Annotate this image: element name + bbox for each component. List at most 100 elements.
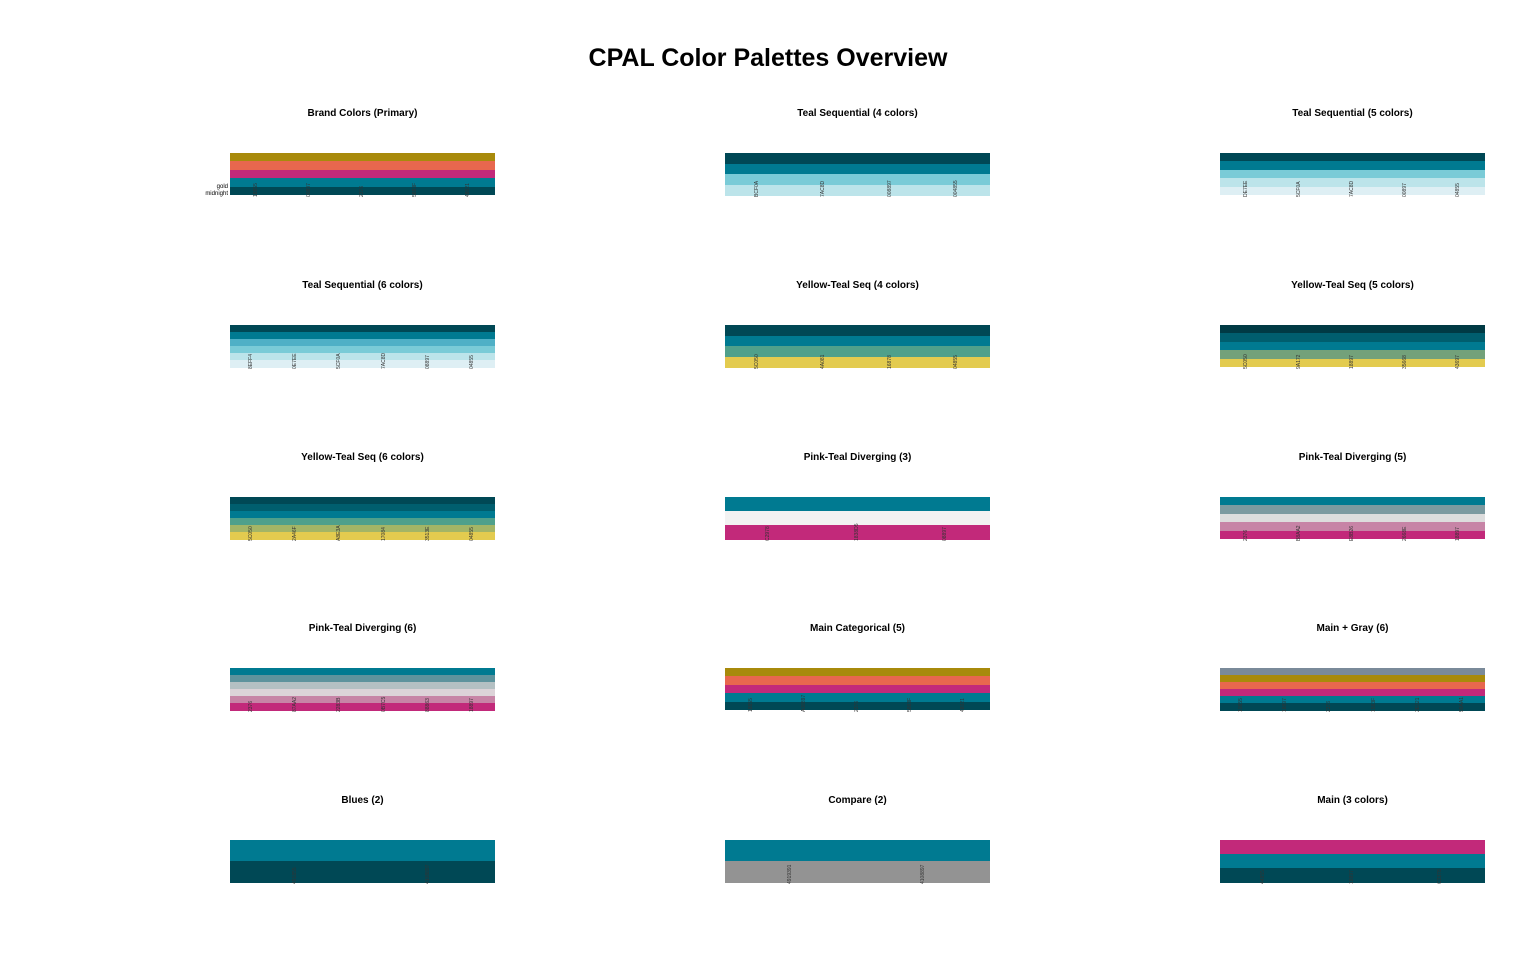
hex-label: 44855	[1260, 870, 1267, 884]
color-stripe	[1220, 153, 1485, 162]
color-stripe	[725, 693, 990, 703]
color-stripe	[1220, 358, 1485, 368]
color-stripe	[230, 353, 495, 361]
color-stripe	[725, 525, 990, 540]
color-stripe	[230, 153, 495, 162]
hex-label: 18897	[1454, 527, 1461, 541]
hex-label: 48021	[959, 698, 966, 712]
palette-swatch: DE7EE 5CF0A 7AC8D 00897 04855	[1220, 153, 1485, 197]
palette-swatch: 2376 B8AA2 E8B26 2668E 18897	[1220, 497, 1485, 541]
hex-label: A8E3A	[336, 525, 343, 541]
hex-label: 5883F	[906, 697, 913, 712]
color-stripe	[1220, 522, 1485, 532]
palette-title: Main (3 colors)	[1317, 795, 1388, 806]
color-stripe	[230, 497, 495, 505]
hex-label: 008897	[886, 180, 893, 197]
hex-label: 04855	[952, 355, 959, 369]
color-stripe	[1220, 169, 1485, 179]
color-stripe	[725, 153, 990, 164]
palette-swatch: 5C050 4A081 16878 04855	[725, 325, 990, 369]
hex-label: 18897	[1282, 698, 1289, 712]
color-stripe	[1220, 505, 1485, 515]
hex-label: 4108897	[919, 864, 926, 884]
hex-label: 7AC8D	[820, 180, 827, 197]
color-stripe	[230, 511, 495, 519]
hex-label: 491855	[292, 867, 299, 884]
hex-label: 2376	[248, 700, 255, 712]
color-stripe	[725, 676, 990, 686]
palette-title: Main + Gray (6)	[1316, 623, 1389, 634]
palette-swatch: 8EFF4 0E7EE 5CF0A 7AC8D 08897 04855	[230, 325, 495, 369]
color-stripe	[1220, 325, 1485, 334]
palette-title: Pink-Teal Diverging (3)	[803, 452, 912, 463]
color-stripe	[1220, 186, 1485, 196]
color-stripe	[1220, 530, 1485, 540]
palette-title: Blues (2)	[341, 795, 384, 806]
color-stripe	[1220, 840, 1485, 855]
color-stripe	[230, 178, 495, 188]
color-stripe	[1220, 161, 1485, 171]
color-stripe	[230, 696, 495, 704]
palette-title: Compare (2)	[828, 795, 887, 806]
hex-label: 4919391	[787, 864, 794, 884]
color-stripe	[230, 525, 495, 533]
hex-label: 04855	[468, 355, 475, 369]
color-stripe	[725, 840, 990, 862]
hex-label: 18897	[1348, 870, 1355, 884]
hex-label: BCF0A	[754, 180, 761, 197]
color-stripe	[1220, 333, 1485, 343]
color-stripe	[230, 532, 495, 540]
palette-swatch: 4919391 4108897	[725, 840, 990, 884]
hex-label: 4108897	[424, 864, 431, 884]
color-stripe	[1220, 854, 1485, 869]
palette-swatch: 2376 87AA2 2283B 0B7C5 88863 18897	[230, 668, 495, 712]
hex-label: 8EFF4	[248, 353, 255, 369]
color-stripe	[725, 861, 990, 883]
hex-label: 18897	[468, 698, 475, 712]
hex-label: 2376	[1242, 529, 1249, 541]
color-stripe	[725, 684, 990, 694]
color-stripe	[725, 174, 990, 185]
color-stripe	[230, 504, 495, 512]
hex-label: 5C050	[1242, 354, 1249, 369]
color-stripe	[725, 163, 990, 175]
hex-label: 5883F	[411, 182, 418, 197]
color-stripe	[725, 701, 990, 711]
hex-label: 2376	[1326, 700, 1333, 712]
color-stripe	[1220, 696, 1485, 704]
color-stripe	[1220, 178, 1485, 188]
palette-swatch: BCF0A 7AC8D 008897 004855	[725, 153, 990, 197]
hex-label: 18855	[747, 698, 754, 712]
color-stripe	[1220, 689, 1485, 697]
hex-label: A08897	[800, 694, 807, 712]
color-stripe	[1220, 703, 1485, 711]
hex-label: 2283B	[336, 697, 343, 712]
hex-label: 18855	[252, 183, 259, 197]
palette-swatch: C2978 1838D5 08897	[725, 497, 990, 541]
color-stripe	[725, 668, 990, 677]
hex-label: 004855	[952, 180, 959, 197]
palette-swatch: 18855 A08897 2376 5883F 48021	[725, 668, 990, 712]
hex-label: 17084	[380, 527, 387, 541]
palette-title: Teal Sequential (4 colors)	[797, 108, 918, 119]
hex-label: 3513E	[424, 526, 431, 541]
hex-label: 1838D5	[853, 523, 860, 541]
hex-label: 5C050	[754, 354, 761, 369]
hex-label: 4A081	[820, 354, 827, 369]
color-stripe	[725, 497, 990, 512]
hex-label: 16878	[886, 355, 893, 369]
palette-swatch: 10855 18897 2376 1583F 3E021 99AA1	[1220, 668, 1485, 712]
page-title: CPAL Color Palettes Overview	[588, 44, 948, 72]
color-stripe	[230, 339, 495, 347]
hex-label: 08897	[424, 355, 431, 369]
palette-swatch: 491855 4108897	[230, 840, 495, 884]
palette-title: Main Categorical (5)	[809, 623, 906, 634]
color-stripe	[230, 325, 495, 333]
hex-label: 5CF0A	[336, 353, 343, 369]
color-stripe	[230, 840, 495, 862]
color-stripe	[230, 668, 495, 676]
hex-label: 2668E	[1401, 526, 1408, 541]
hex-label: E8B26	[1348, 525, 1355, 541]
palette-swatch: 18855 00897 2376 5883F 48021 gold midnight	[205, 153, 495, 197]
hex-label: 2A46F	[292, 526, 299, 541]
